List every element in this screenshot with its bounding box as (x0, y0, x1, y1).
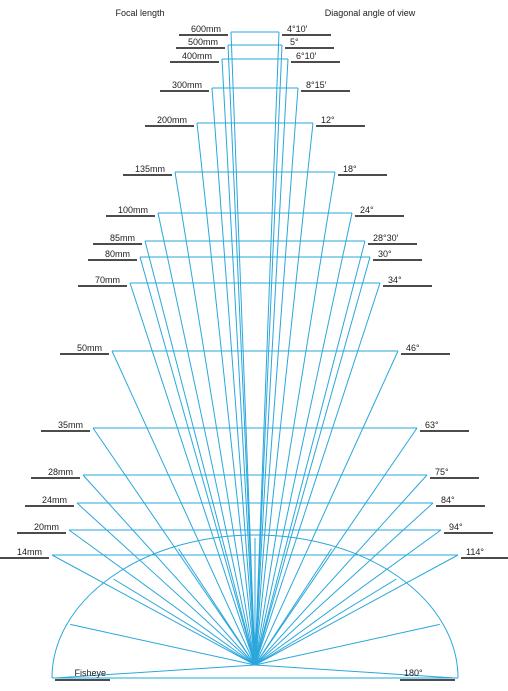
ray (254, 529, 442, 666)
angle-label: 30° (378, 249, 392, 259)
ray (254, 31, 280, 666)
ray (144, 240, 256, 666)
ray (70, 623, 256, 666)
ray (254, 58, 289, 666)
ray (254, 350, 399, 666)
focal-label: 500mm (188, 37, 218, 47)
angle-label: 28°30′ (373, 233, 399, 243)
angle-label: 84° (441, 495, 455, 505)
angle-label: 5° (290, 37, 299, 47)
ray (211, 87, 256, 666)
angle-label: 114° (466, 547, 484, 557)
ray (254, 548, 332, 666)
ray (68, 529, 256, 666)
ray (230, 31, 256, 666)
angle-label: 63° (425, 420, 439, 430)
ray (157, 212, 256, 666)
ray (227, 44, 256, 666)
ray (254, 44, 283, 666)
ray (254, 240, 366, 666)
angle-label: 6°10′ (296, 51, 317, 61)
ray (111, 350, 256, 666)
ray (51, 554, 256, 666)
focal-label: 200mm (157, 115, 187, 125)
ray (92, 427, 256, 666)
focal-label: 28mm (48, 467, 73, 477)
ray (54, 664, 256, 679)
ray (254, 282, 381, 666)
ray (113, 578, 256, 666)
angle-label: 94° (449, 522, 463, 532)
focal-label: 50mm (77, 343, 102, 353)
angle-label: 180° (404, 668, 423, 678)
focal-label: 135mm (135, 164, 165, 174)
ray (139, 256, 256, 666)
ray (254, 664, 456, 679)
focal-label: 300mm (172, 80, 202, 90)
ray (254, 427, 418, 666)
ray (254, 256, 371, 666)
angle-title: Diagonal angle of view (325, 8, 416, 18)
ray (254, 122, 314, 666)
focal-label: 70mm (95, 275, 120, 285)
focal-label: 600mm (191, 24, 221, 34)
focal-label: Fisheye (74, 668, 106, 678)
ray (254, 212, 353, 666)
focal-label: 14mm (17, 547, 42, 557)
angle-label: 24° (360, 205, 374, 215)
focal-label: 35mm (58, 420, 83, 430)
ray (221, 58, 256, 666)
ray (196, 122, 256, 666)
ray (82, 474, 256, 666)
focal-label: 400mm (182, 51, 212, 61)
angle-label: 46° (406, 343, 420, 353)
angle-label: 18° (343, 164, 357, 174)
angle-label: 12° (321, 115, 335, 125)
ray (254, 474, 428, 666)
focal-title: Focal length (115, 8, 164, 18)
focal-label: 85mm (110, 233, 135, 243)
angle-label: 8°15′ (306, 80, 327, 90)
ray (254, 554, 459, 666)
ray (254, 171, 336, 666)
fisheye-arc (51, 534, 459, 679)
ray (178, 548, 256, 666)
angle-label: 34° (388, 275, 402, 285)
focal-label: 80mm (105, 249, 130, 259)
focal-label: 24mm (42, 495, 67, 505)
angle-label: 4°10′ (287, 24, 308, 34)
ray (254, 87, 299, 666)
ray (174, 171, 256, 666)
focal-label: 20mm (34, 522, 59, 532)
ray (254, 578, 397, 666)
ray (254, 623, 440, 666)
focal-label: 100mm (118, 205, 148, 215)
ray (129, 282, 256, 666)
angle-label: 75° (435, 467, 449, 477)
